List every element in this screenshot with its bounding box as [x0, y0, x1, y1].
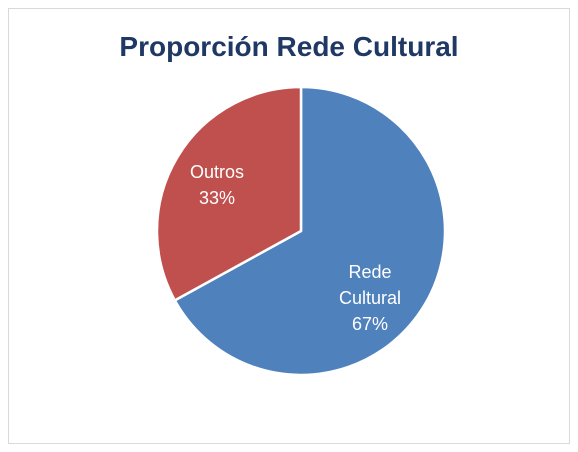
slice-category-label: Outros	[190, 162, 244, 182]
pie-slice-1	[155, 85, 303, 302]
slice-category-label: Cultural	[339, 288, 401, 308]
slice-percent-label: 33%	[199, 188, 235, 208]
pie-slice-0	[173, 85, 447, 377]
slice-label-0: Rede Cultural 67%	[339, 262, 401, 334]
slice-label-1: Outros 33%	[190, 162, 244, 208]
chart-title: Proporción Rede Cultural	[119, 31, 459, 62]
slice-category-label: Rede	[348, 262, 391, 282]
slice-percent-label: 67%	[352, 314, 388, 334]
